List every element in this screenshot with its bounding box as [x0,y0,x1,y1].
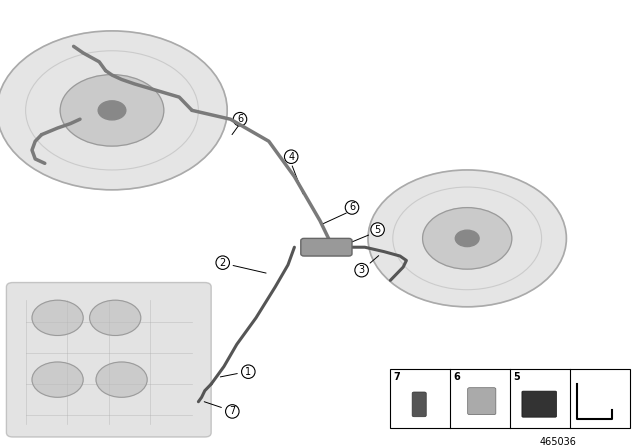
Text: 6: 6 [454,372,460,382]
Text: 465036: 465036 [540,437,577,447]
Text: 5: 5 [514,372,520,382]
FancyBboxPatch shape [6,283,211,437]
Text: 3: 3 [358,265,365,275]
Circle shape [422,207,512,269]
Circle shape [90,300,141,336]
Text: 7: 7 [229,406,236,417]
Text: 7: 7 [394,372,401,382]
Text: 2: 2 [220,258,226,267]
FancyBboxPatch shape [390,369,630,428]
FancyBboxPatch shape [522,391,557,417]
FancyBboxPatch shape [301,238,352,256]
Circle shape [455,230,479,246]
Circle shape [98,101,126,120]
Text: 6: 6 [237,114,243,124]
FancyBboxPatch shape [412,392,426,417]
Circle shape [96,362,147,397]
Circle shape [368,170,566,307]
FancyBboxPatch shape [468,388,496,415]
Text: 1: 1 [245,367,252,377]
Circle shape [60,75,164,146]
Text: 6: 6 [349,202,355,212]
Text: 5: 5 [374,224,381,235]
Circle shape [0,31,227,190]
Circle shape [32,300,83,336]
Text: 4: 4 [288,152,294,162]
Circle shape [32,362,83,397]
